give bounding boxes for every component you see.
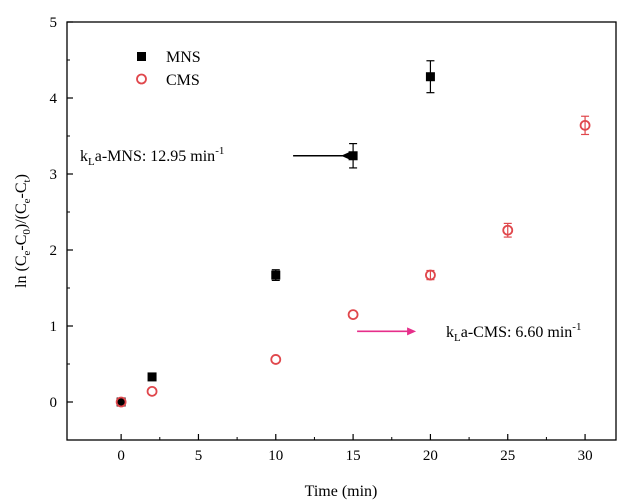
annotation-arrowhead-1 [407, 327, 417, 336]
y-tick-label: 2 [50, 243, 58, 259]
point-mns [348, 151, 358, 161]
point-cms [347, 309, 359, 321]
y-label-sub: e [21, 198, 33, 203]
point-cms [502, 224, 514, 236]
annotation-cms-label: kLa-CMS: 6.60 min-1 [446, 321, 581, 344]
point-cms [146, 385, 158, 397]
x-tick-label: 5 [195, 448, 203, 464]
plot-frame [66, 21, 617, 441]
point-cms [579, 119, 591, 131]
x-tick-label: 10 [268, 448, 283, 464]
annot-sup: -1 [572, 321, 581, 333]
y-tick-label: 4 [50, 91, 58, 107]
annot-part: a-MNS: 12.95 min [95, 148, 215, 165]
legend-marker-cms [136, 73, 147, 85]
x-tick-label: 20 [423, 448, 438, 464]
annotation-mns-label: kLa-MNS: 12.95 min-1 [80, 145, 224, 168]
legend-label-cms: CMS [166, 72, 200, 89]
ticks: 0 5 10 15 20 25 30 0 1 2 3 4 5 [50, 15, 593, 464]
y-label-part: ln (C [13, 256, 30, 288]
y-tick-label: 3 [50, 167, 58, 183]
y-tick-label: 5 [50, 15, 58, 31]
annot-sup: -1 [215, 145, 224, 157]
point-cms [425, 269, 436, 281]
annot-sub: L [454, 332, 461, 344]
x-tick-label: 0 [117, 448, 125, 464]
x-tick-label: 30 [578, 448, 593, 464]
annotations [293, 151, 417, 336]
y-tick-label: 0 [50, 395, 58, 411]
y-label-part: -C [13, 235, 30, 251]
y-tick-label: 1 [50, 319, 58, 335]
x-axis-label: Time (min) [305, 483, 378, 500]
point-mns [271, 270, 281, 280]
point-mns [147, 372, 157, 382]
point-mns [425, 72, 435, 82]
point-cms [270, 354, 282, 365]
annotation-arrowhead-0 [341, 151, 351, 160]
x-tick-label: 25 [500, 448, 515, 464]
y-label-part: )/(C [13, 203, 30, 229]
y-label-part: -C [13, 182, 30, 198]
y-label-sub: t [21, 179, 33, 182]
annot-part: a-CMS: 6.60 min [461, 324, 573, 341]
y-axis-label: ln (Ce-C0)/(Ce-Ct) [13, 174, 33, 288]
annot-sub: L [88, 156, 95, 168]
y-label-sub: e [21, 251, 33, 256]
point-mns [116, 397, 126, 407]
annot-part: k [446, 324, 454, 341]
y-label-sub: 0 [21, 229, 33, 235]
point-cms [115, 396, 127, 408]
marks [115, 60, 591, 408]
x-tick-label: 15 [346, 448, 361, 464]
annot-part: k [80, 148, 88, 165]
legend-label-mns: MNS [166, 49, 201, 66]
legend: MNS CMS [136, 49, 201, 89]
legend-marker-mns [137, 52, 146, 61]
y-label-part: ) [13, 174, 30, 179]
